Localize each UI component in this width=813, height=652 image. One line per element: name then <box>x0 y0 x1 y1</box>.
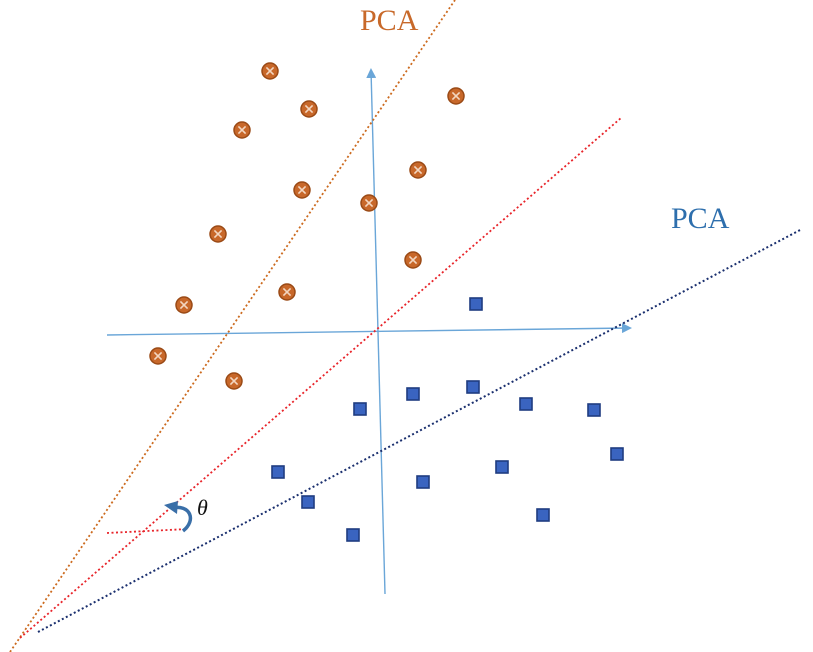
class-b-point <box>466 380 480 394</box>
rotation-arrowhead-icon <box>164 501 178 514</box>
class-b-point <box>346 528 360 542</box>
red-decision-line <box>19 117 622 639</box>
class-a-point <box>233 121 251 139</box>
class-a-point <box>278 283 296 301</box>
class-a-point <box>447 87 465 105</box>
class-b-point <box>610 447 624 461</box>
class-b-point <box>536 508 550 522</box>
class-a-point <box>225 372 243 390</box>
class-a-point <box>360 194 378 212</box>
class-a-point <box>300 100 318 118</box>
class-b-point <box>519 397 533 411</box>
class-b-point <box>353 402 367 416</box>
class-a-point <box>175 296 193 314</box>
class-b-point <box>469 297 483 311</box>
class-b-point <box>406 387 420 401</box>
pca-label-orange: PCA <box>360 4 419 37</box>
blue-pca-line <box>37 228 803 633</box>
class-b-point <box>301 495 315 509</box>
class-a-point <box>209 225 227 243</box>
class-b-point <box>587 403 601 417</box>
class-a-point <box>149 347 167 365</box>
class-a-point <box>261 62 279 80</box>
theta-label: θ <box>197 495 208 520</box>
class-a-point <box>409 161 427 179</box>
class-a-markers <box>149 62 465 390</box>
class-b-markers <box>271 297 624 542</box>
red-reference-line <box>106 528 189 534</box>
horizontal-axis <box>106 323 632 336</box>
class-b-point <box>416 475 430 489</box>
class-b-point <box>495 460 509 474</box>
class-a-point <box>404 251 422 269</box>
class-b-point <box>271 465 285 479</box>
pca-label-blue: PCA <box>671 202 730 235</box>
class-a-point <box>293 181 311 199</box>
vertical-axis <box>366 68 386 595</box>
orange-pca-line <box>9 0 456 652</box>
